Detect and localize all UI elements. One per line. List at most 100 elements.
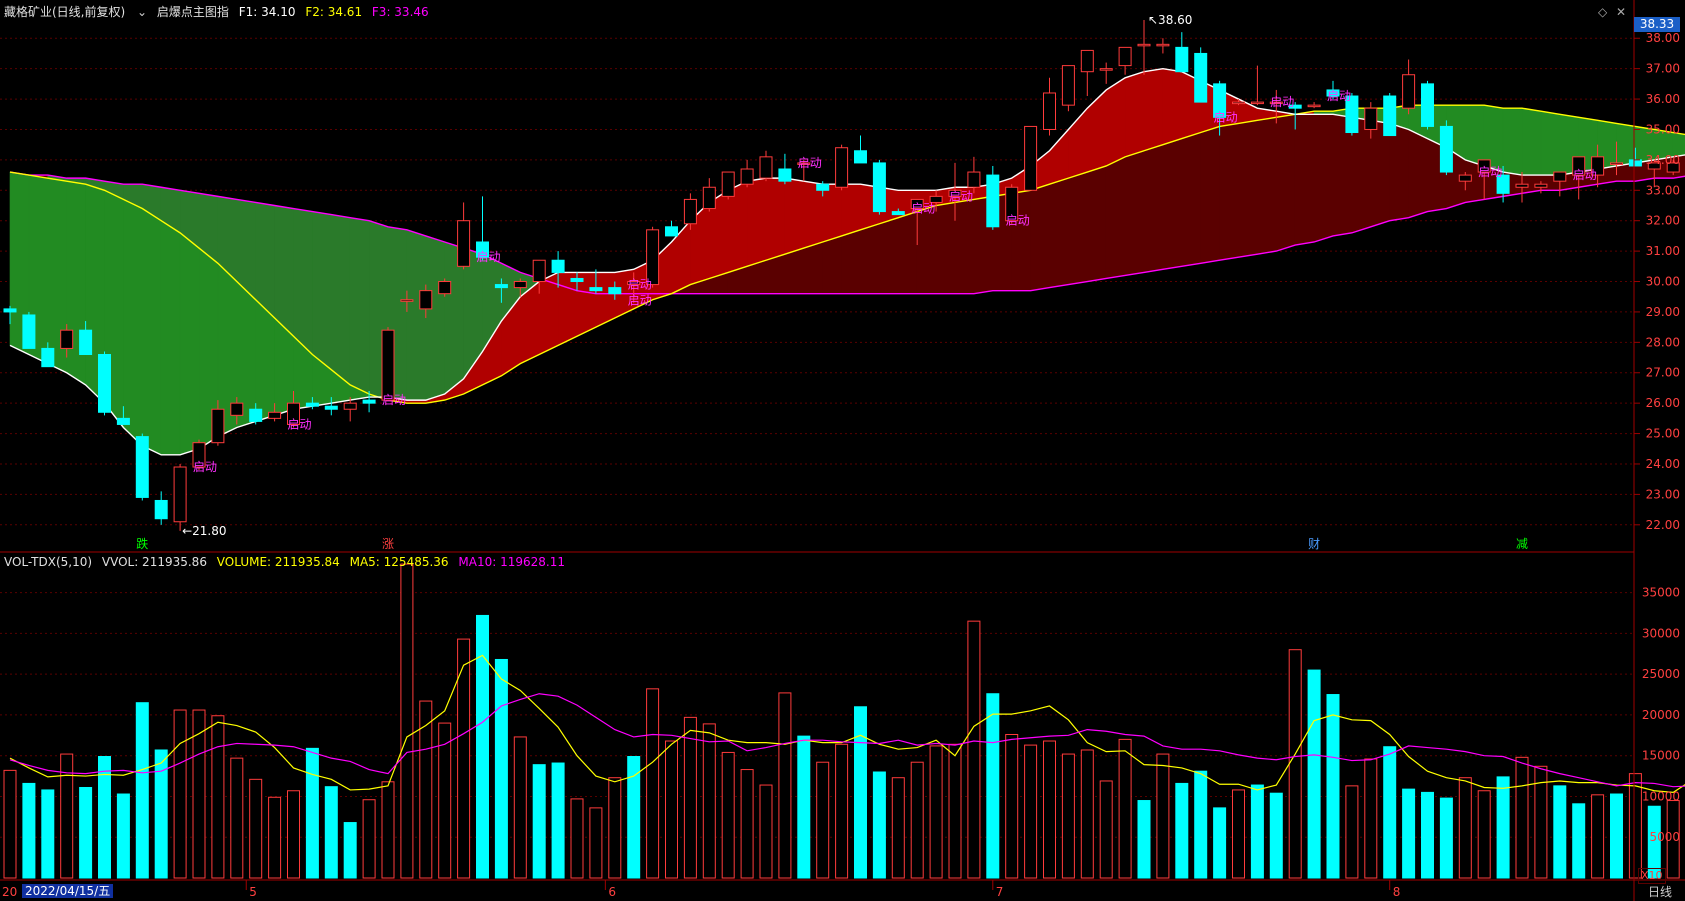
candle-body[interactable] [608,287,622,295]
candle-body[interactable] [1307,104,1321,108]
volume-bar[interactable] [702,723,716,879]
volume-bar[interactable] [570,798,584,879]
candle-body[interactable] [1477,159,1491,173]
candle-body[interactable] [1383,95,1397,137]
candle-body[interactable] [948,189,962,197]
candle-body[interactable] [551,259,565,273]
volume-bar[interactable] [948,743,962,879]
volume-bar[interactable] [1572,803,1586,879]
close-icon[interactable]: ✕ [1616,5,1627,19]
volume-bar[interactable] [362,799,376,879]
stock-title[interactable]: 藏格矿业(日线,前复权) [4,5,126,19]
volume-bar[interactable] [192,709,206,879]
candle-body[interactable] [683,198,697,225]
scale-label[interactable]: X10 [1638,868,1666,884]
volume-bar[interactable] [1421,791,1434,879]
volume-bar[interactable] [1345,785,1359,879]
volume-bar[interactable] [1439,797,1453,879]
volume-bar[interactable] [589,807,603,879]
volume-bar[interactable] [721,751,735,879]
volume-bar[interactable] [1175,782,1189,879]
volume-bar[interactable] [1496,776,1510,879]
volume-bar[interactable] [513,736,527,879]
volume-bar[interactable] [910,761,924,879]
candle-body[interactable] [1553,171,1567,182]
volume-bar[interactable] [1194,770,1208,879]
volume-bar[interactable] [268,796,282,879]
volume-bar[interactable] [967,620,981,879]
candle-body[interactable] [1213,83,1227,118]
candle-body[interactable] [891,211,905,216]
volume-bar[interactable] [1307,669,1321,879]
volume-bar[interactable] [381,781,395,879]
candle-body[interactable] [1421,83,1434,127]
volume-bar[interactable] [438,722,452,879]
candle-body[interactable] [1175,46,1189,73]
volume-bar[interactable] [116,793,130,879]
volume-bar[interactable] [419,700,433,879]
candle-body[interactable] [494,284,508,289]
candle-body[interactable] [665,226,678,237]
volume-bar[interactable] [324,786,338,879]
volume-bar[interactable] [1043,740,1056,879]
candle-body[interactable] [419,290,433,310]
candle-body[interactable] [1099,68,1113,71]
volume-bar[interactable] [1647,805,1661,879]
candle-body[interactable] [1043,92,1056,130]
volume-bar[interactable] [1288,649,1302,879]
volume-bar[interactable] [778,692,792,879]
vol-name[interactable]: VOL-TDX(5,10) [4,555,93,569]
volume-bar[interactable] [835,743,849,879]
candle-body[interactable] [967,171,981,188]
candle-body[interactable] [1080,49,1094,73]
volume-bar[interactable] [1610,793,1623,879]
candle-body[interactable] [305,402,319,407]
volume-bar[interactable] [1534,765,1548,879]
candle-body[interactable] [381,329,395,401]
volume-bars[interactable] [3,563,1685,879]
candle-body[interactable] [1647,162,1661,170]
candle-body[interactable] [1024,125,1038,191]
candle-body[interactable] [249,408,263,422]
candle-body[interactable] [457,220,471,267]
volume-bar[interactable] [551,762,565,879]
candle-body[interactable] [986,174,1000,228]
indicator-name[interactable]: 启爆点主图指 [156,5,229,19]
candle-body[interactable] [910,198,924,210]
candle-body[interactable] [721,171,735,197]
volume-bar[interactable] [98,756,111,879]
volume-bar[interactable] [230,757,244,879]
volume-bar[interactable] [1024,744,1038,879]
candle-body[interactable] [3,308,17,313]
candle-body[interactable] [60,329,74,349]
candle-body[interactable] [1326,89,1340,97]
volume-bar[interactable] [1666,800,1680,879]
volume-bar[interactable] [854,706,867,879]
volume-bar[interactable] [608,777,622,879]
volume-bar[interactable] [646,688,660,879]
candle-body[interactable] [513,281,527,289]
volume-bar[interactable] [759,784,773,879]
volume-bar[interactable] [1402,788,1416,879]
candle-body[interactable] [173,466,187,523]
volume-bar[interactable] [1458,777,1472,879]
candle-body[interactable] [476,241,489,258]
volume-bar[interactable] [1213,807,1227,879]
candle-body[interactable] [1250,101,1264,105]
volume-bar[interactable] [1553,785,1567,879]
volume-bar[interactable] [211,715,225,879]
volume-bar[interactable] [79,786,93,879]
candle-body[interactable] [41,347,55,368]
diamond-icon[interactable]: ◇ [1598,5,1608,19]
candle-body[interactable] [1269,101,1283,105]
candle-body[interactable] [1666,162,1680,173]
volume-bar[interactable] [22,782,36,879]
candle-body[interactable] [1061,65,1075,106]
volume-bar[interactable] [1232,789,1245,879]
candle-body[interactable] [835,147,849,188]
volume-bar[interactable] [1099,780,1113,879]
volume-bar[interactable] [1005,733,1019,879]
candle-body[interactable] [627,281,641,286]
volume-bar[interactable] [400,563,414,879]
candle-body[interactable] [816,183,830,191]
